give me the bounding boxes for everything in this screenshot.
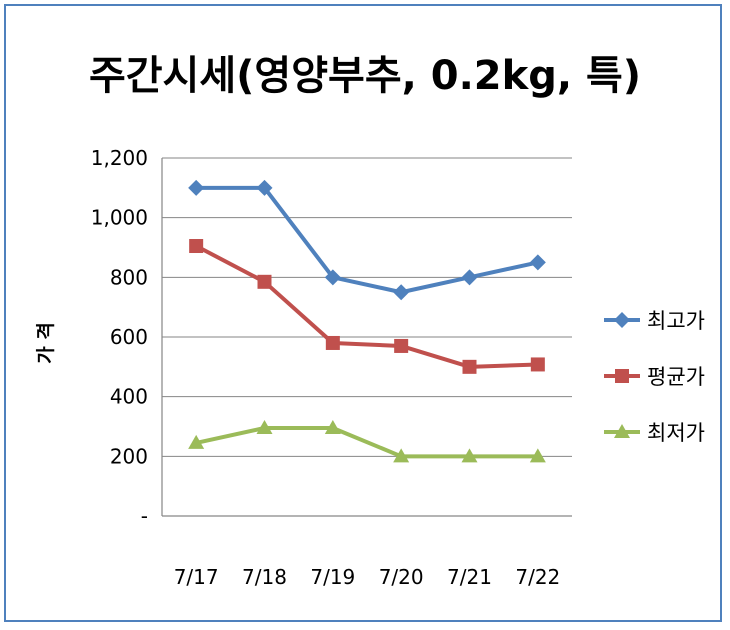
- y-tick-labels: - 200 400 600 800 1,000 1,200: [91, 146, 148, 528]
- legend-marker: [614, 312, 630, 328]
- x-tick-label: 7/20: [379, 565, 424, 589]
- legend-marker: [615, 369, 629, 383]
- data-point: [394, 338, 409, 353]
- data-point: [393, 284, 410, 301]
- data-point: [393, 448, 410, 463]
- legend-label: 평균가: [647, 365, 705, 389]
- data-point: [529, 254, 546, 271]
- x-tick-label: 7/17: [174, 565, 219, 589]
- chart-title: 주간시세(영양부추, 0.2kg, 특): [89, 53, 641, 99]
- y-tick-label: -: [141, 504, 148, 528]
- data-point: [462, 359, 477, 374]
- legend-item: 최고가: [604, 309, 705, 333]
- chart-frame: [4, 4, 722, 622]
- x-tick-label: 7/18: [242, 565, 287, 589]
- series-group: [188, 179, 546, 463]
- legend-label: 최저가: [647, 421, 705, 445]
- x-tick-label: 7/22: [515, 565, 560, 589]
- y-tick-label: 1,200: [91, 146, 148, 170]
- data-point: [188, 434, 205, 449]
- legend-label: 최고가: [647, 309, 705, 333]
- y-tick-label: 400: [110, 385, 148, 409]
- data-point: [324, 419, 341, 434]
- y-tick-label: 200: [110, 444, 148, 468]
- y-axis-label: 가 격: [35, 322, 57, 364]
- data-point: [189, 239, 204, 254]
- grid-lines: [162, 157, 572, 457]
- data-point: [257, 274, 272, 289]
- y-tick-label: 800: [110, 265, 148, 289]
- data-point: [188, 179, 205, 196]
- legend-item: 평균가: [604, 365, 705, 389]
- series-2: [189, 239, 545, 374]
- y-tick-label: 600: [110, 325, 148, 349]
- data-point: [461, 269, 478, 286]
- series-1: [188, 179, 546, 301]
- data-point: [530, 357, 545, 372]
- data-point: [324, 269, 341, 286]
- x-tick-labels: 7/17 7/18 7/19 7/20 7/21 7/22: [174, 565, 561, 589]
- x-tick-label: 7/21: [447, 565, 492, 589]
- axes: [161, 158, 572, 517]
- data-point: [325, 335, 340, 350]
- data-point: [256, 419, 273, 434]
- data-point: [256, 179, 273, 196]
- legend-item: 최저가: [604, 421, 705, 445]
- y-tick-label: 1,000: [91, 206, 148, 230]
- legend-marker: [614, 424, 630, 438]
- data-point: [461, 448, 478, 463]
- data-point: [529, 448, 546, 463]
- series-line: [196, 185, 539, 295]
- series-3: [188, 419, 546, 463]
- series-line: [195, 425, 538, 459]
- series-line: [195, 244, 538, 369]
- x-tick-label: 7/19: [310, 565, 355, 589]
